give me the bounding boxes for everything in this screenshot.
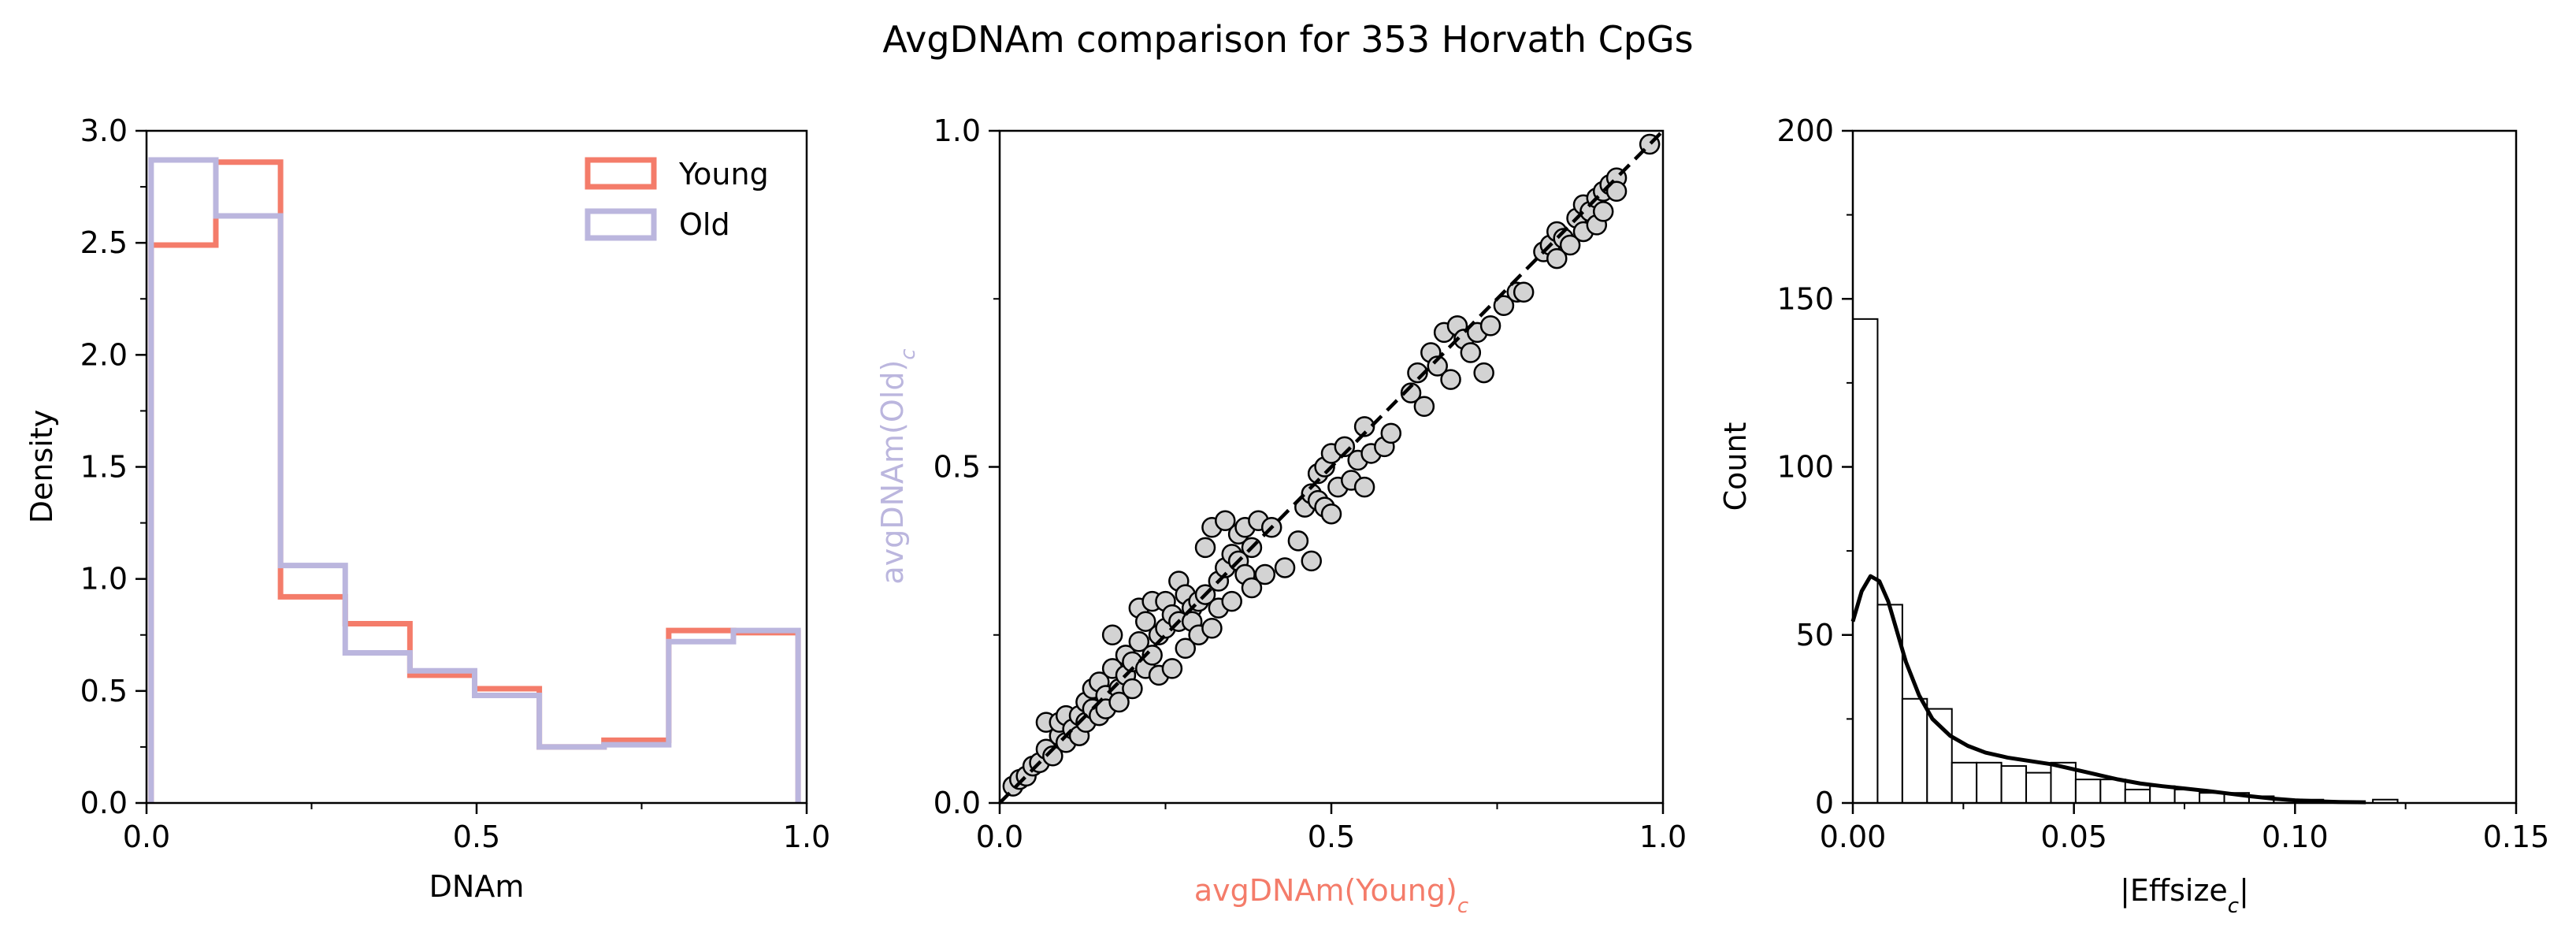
scatter-point [1353, 476, 1375, 498]
scatter-point [1493, 295, 1515, 317]
step-line-old [148, 157, 801, 803]
scatter-ytick-label: 1.0 [934, 113, 981, 148]
density-histogram-ticks: 0.0 0.5 1.0 0.0 0.5 1.0 1.5 2.0 2.5 3.0 [80, 113, 831, 854]
scatter-point [1400, 382, 1422, 403]
scatter-point [1353, 416, 1375, 437]
scatter-point [1122, 678, 1143, 700]
scatter-panel: 0.0 0.5 1.0 0.0 0.5 1.0 avgDNAm(Young)c avgDN… [875, 113, 1687, 918]
histogram-bar [1901, 697, 1928, 804]
histogram-bar [2124, 788, 2151, 805]
scatter-xtick-label: 0.5 [1308, 820, 1355, 854]
scatter-point [1108, 691, 1130, 713]
effsize-ytick-label: 0 [1815, 786, 1834, 820]
histogram-bar [1951, 761, 1978, 805]
scatter-point [1479, 315, 1501, 336]
histogram-bar [2074, 779, 2102, 805]
scatter-point [1413, 396, 1435, 417]
density-xtick-label: 0.5 [453, 820, 500, 854]
effsize-xtick-label: 0.05 [2040, 820, 2107, 854]
legend-label-young: Young [678, 157, 769, 191]
effsize-xtick-label: 0.10 [2262, 820, 2329, 854]
scatter-point [1221, 590, 1242, 612]
scatter-point [1320, 503, 1342, 525]
scatter-point [1301, 550, 1322, 572]
scatter-point [1161, 658, 1183, 679]
scatter-ytick-label: 0.0 [934, 786, 981, 820]
legend-swatch-old [585, 208, 657, 241]
scatter-point [1128, 631, 1150, 652]
scatter-point [1380, 422, 1402, 444]
effsize-ytick-label: 100 [1776, 450, 1834, 485]
legend: Young Old [585, 157, 769, 242]
scatter-point [1473, 362, 1494, 384]
effsize-ytick-label: 200 [1776, 113, 1834, 148]
scatter-point [1592, 201, 1614, 222]
scatter-point [1513, 281, 1535, 303]
identity-line [998, 129, 1665, 805]
scatter-point [1605, 180, 1628, 203]
histogram-bar [2000, 765, 2028, 805]
kde-curve [1850, 574, 2366, 805]
histogram-bar [2099, 779, 2126, 805]
scatter-point [1407, 362, 1428, 384]
scatter-xlabel: avgDNAm(Young)c [1194, 873, 1468, 918]
effsize-histogram-frame [1851, 129, 2518, 805]
density-ytick-label: 2.0 [80, 337, 128, 372]
scatter-point [1334, 436, 1356, 458]
density-xtick-label: 0.0 [123, 820, 170, 854]
scatter-point [1101, 624, 1123, 645]
density-ytick-label: 0.0 [80, 786, 128, 820]
scatter-point [1134, 611, 1156, 632]
scatter-point [1427, 355, 1448, 377]
density-ytick-label: 2.5 [80, 225, 128, 260]
scatter-point [1274, 557, 1296, 578]
density-histogram-xlabel: DNAm [429, 869, 525, 904]
histogram-bar [1976, 761, 2003, 805]
density-histogram-marks [148, 157, 801, 803]
effsize-xtick-label: 0.15 [2483, 820, 2550, 854]
density-ytick-label: 1.0 [80, 562, 128, 597]
scatter-xtick-label: 1.0 [1639, 820, 1687, 854]
legend-swatch-young [585, 157, 657, 190]
scatter-point [1201, 617, 1223, 639]
scatter-ytick-label: 0.5 [934, 450, 981, 485]
effsize-ytick-label: 50 [1796, 618, 1834, 652]
effsize-histogram-ylabel: Count [1718, 422, 1753, 511]
scatter-point [1254, 563, 1276, 585]
histogram-bar [1852, 318, 1879, 804]
scatter-point [1215, 510, 1236, 531]
density-ytick-label: 0.5 [80, 674, 128, 708]
scatter-point [1141, 645, 1163, 666]
scatter-point [1241, 577, 1263, 599]
step-line-young [148, 159, 801, 803]
scatter-point [1194, 537, 1216, 559]
effsize-histogram-ticks: 0.00 0.05 0.10 0.15 0 50 100 150 200 [1776, 113, 2549, 854]
figure-title: AvgDNAm comparison for 353 Horvath CpGs [882, 18, 1693, 61]
effsize-ytick-label: 150 [1776, 281, 1834, 316]
effsize-xtick-label: 0.00 [1820, 820, 1887, 854]
scatter-point [1546, 247, 1568, 269]
histogram-bar [2025, 771, 2052, 804]
scatter-xtick-label: 0.0 [976, 820, 1023, 854]
scatter-ticks: 0.0 0.5 1.0 0.0 0.5 1.0 [934, 113, 1687, 854]
density-histogram-ylabel: Density [24, 410, 59, 523]
effsize-histogram-xlabel: |Effsizec| [2120, 873, 2249, 918]
scatter-marks [998, 129, 1665, 805]
density-ytick-label: 1.5 [80, 450, 128, 485]
scatter-point [1559, 234, 1581, 256]
scatter-ylabel: avgDNAm(Old)c [875, 348, 920, 584]
scatter-point [1287, 530, 1309, 552]
scatter-point [1175, 637, 1197, 660]
density-histogram-panel: 0.0 0.5 1.0 0.0 0.5 1.0 1.5 2.0 2.5 3.0 DNAm Dens… [24, 113, 830, 904]
density-ytick-label: 3.0 [80, 113, 128, 148]
effsize-histogram-marks [1850, 318, 2399, 805]
scatter-point [1460, 342, 1482, 363]
legend-label-old: Old [679, 207, 730, 242]
density-xtick-label: 1.0 [783, 820, 830, 854]
scatter-point [1042, 745, 1063, 767]
scatter-point [1440, 369, 1461, 390]
